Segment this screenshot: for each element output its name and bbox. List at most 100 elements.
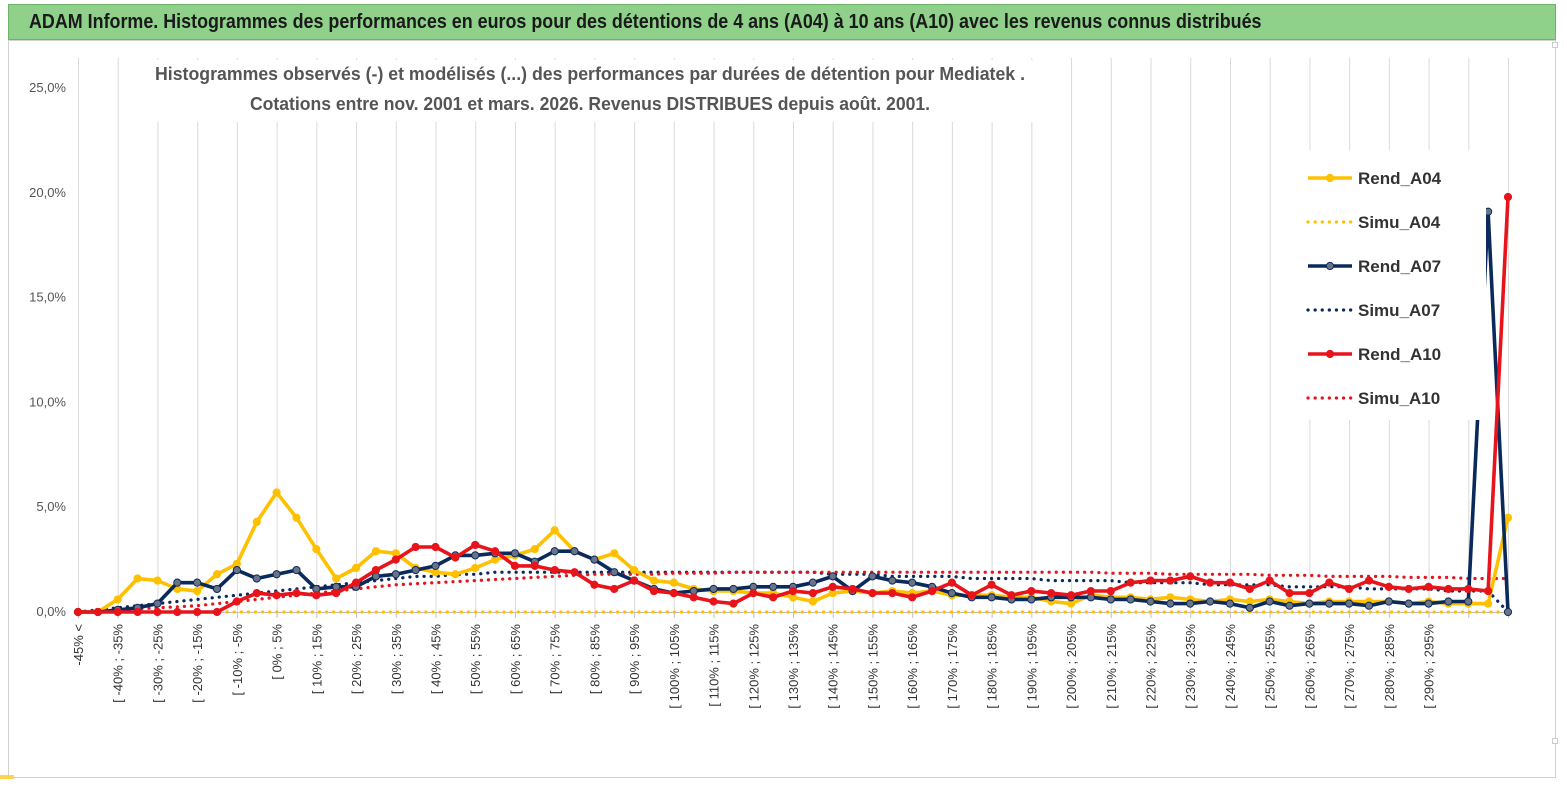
x-tick-label: -45% < — [71, 624, 86, 666]
legend-marker — [1325, 173, 1335, 183]
data-point — [1364, 601, 1374, 610]
data-point — [371, 547, 381, 556]
x-tick-label: [ 250% ; 255% — [1263, 624, 1278, 709]
x-tick-label: [ 20% ; 25% — [349, 624, 364, 695]
data-point — [610, 584, 619, 594]
x-tick-label: [ -40% ; -35% — [111, 624, 126, 703]
data-point — [808, 597, 817, 606]
data-point — [292, 589, 301, 598]
chart-subtitle-line-2: Cotations entre nov. 2001 et mars. 2026.… — [250, 94, 930, 114]
data-point — [272, 570, 281, 579]
data-point — [749, 589, 758, 598]
data-point — [1186, 572, 1195, 581]
data-point — [1245, 584, 1254, 594]
data-point — [1384, 582, 1393, 591]
data-point — [212, 607, 222, 617]
data-point — [1047, 589, 1056, 598]
data-point — [1106, 595, 1115, 604]
x-tick-label: [ 230% ; 235% — [1183, 624, 1198, 709]
data-point — [1205, 597, 1215, 606]
data-point — [550, 565, 559, 575]
data-point — [570, 568, 579, 577]
data-point — [73, 607, 83, 617]
data-point — [828, 572, 837, 581]
data-point — [1364, 576, 1374, 585]
data-point — [1027, 586, 1036, 596]
x-tick-label: [ 280% ; 285% — [1382, 624, 1397, 709]
data-point — [371, 565, 381, 575]
data-point — [193, 578, 202, 587]
x-tick-label: [ 180% ; 185% — [985, 624, 1000, 709]
report-title: ADAM Informe. Histogrammes des performan… — [29, 11, 1262, 33]
data-point — [610, 568, 619, 577]
data-point — [1027, 595, 1036, 604]
data-point — [530, 545, 539, 554]
data-point — [1345, 599, 1354, 608]
y-tick-label: 10,0% — [29, 394, 66, 409]
data-point — [510, 561, 520, 570]
x-tick-label: [ 120% ; 125% — [746, 624, 761, 709]
axes: 0,0% 5,0% 10,0% 15,0% 20,0% 25,0% -45% < [ -40%… — [29, 80, 1512, 709]
data-point — [1007, 591, 1016, 600]
data-point — [1503, 192, 1513, 202]
x-tick-label: [ 210% ; 215% — [1104, 624, 1119, 709]
data-point — [312, 545, 321, 554]
data-point — [252, 517, 261, 526]
data-point — [769, 593, 778, 602]
legend-label: Simu_A04 — [1358, 213, 1441, 232]
data-point — [1464, 584, 1473, 594]
data-point — [1444, 584, 1453, 594]
data-point — [490, 547, 500, 556]
x-tick-label: [ 220% ; 225% — [1144, 624, 1159, 709]
data-point — [252, 589, 261, 598]
data-point — [1225, 578, 1235, 587]
data-point — [630, 576, 639, 585]
data-point — [669, 589, 678, 598]
legend-label: Rend_A10 — [1358, 345, 1441, 364]
legend-label: Rend_A07 — [1358, 257, 1441, 276]
data-point — [272, 591, 281, 600]
data-point — [1166, 599, 1175, 608]
data-point — [1404, 584, 1413, 594]
data-point — [1424, 599, 1433, 608]
legend-marker — [1325, 349, 1335, 359]
data-point — [649, 576, 659, 585]
data-point — [1325, 599, 1334, 608]
x-tick-label: [ 40% ; 45% — [429, 624, 444, 695]
data-point — [272, 488, 281, 497]
x-tick-label: [ 60% ; 65% — [508, 624, 523, 695]
data-point — [391, 570, 400, 579]
data-point — [1503, 513, 1513, 522]
x-tick-label: [ 80% ; 85% — [587, 624, 602, 695]
data-point — [848, 584, 857, 594]
data-point — [590, 580, 599, 589]
data-point — [947, 578, 956, 587]
data-point — [431, 561, 440, 570]
data-point — [1305, 589, 1314, 598]
data-point — [927, 586, 937, 596]
data-point — [1126, 578, 1135, 587]
data-point — [788, 586, 798, 596]
data-point — [411, 542, 420, 552]
data-point — [709, 584, 718, 594]
data-point — [1404, 599, 1413, 608]
data-point — [1245, 603, 1254, 612]
data-point — [610, 549, 619, 558]
data-point — [669, 578, 678, 587]
x-tick-label: [ 170% ; 175% — [945, 624, 960, 709]
data-point — [1066, 591, 1076, 600]
data-point — [173, 607, 182, 617]
y-tick-label: 5,0% — [36, 499, 66, 514]
frame-corner-marker — [0, 775, 14, 779]
x-tick-label: [ 140% ; 145% — [826, 624, 841, 709]
data-point — [1285, 589, 1294, 598]
data-point — [153, 607, 162, 617]
data-point — [729, 584, 738, 594]
data-point — [1166, 576, 1175, 585]
data-point — [808, 578, 817, 587]
x-tick-label: [ 200% ; 205% — [1064, 624, 1079, 709]
data-point — [1265, 576, 1274, 585]
series-lines — [73, 192, 1513, 617]
data-point — [1205, 578, 1215, 587]
